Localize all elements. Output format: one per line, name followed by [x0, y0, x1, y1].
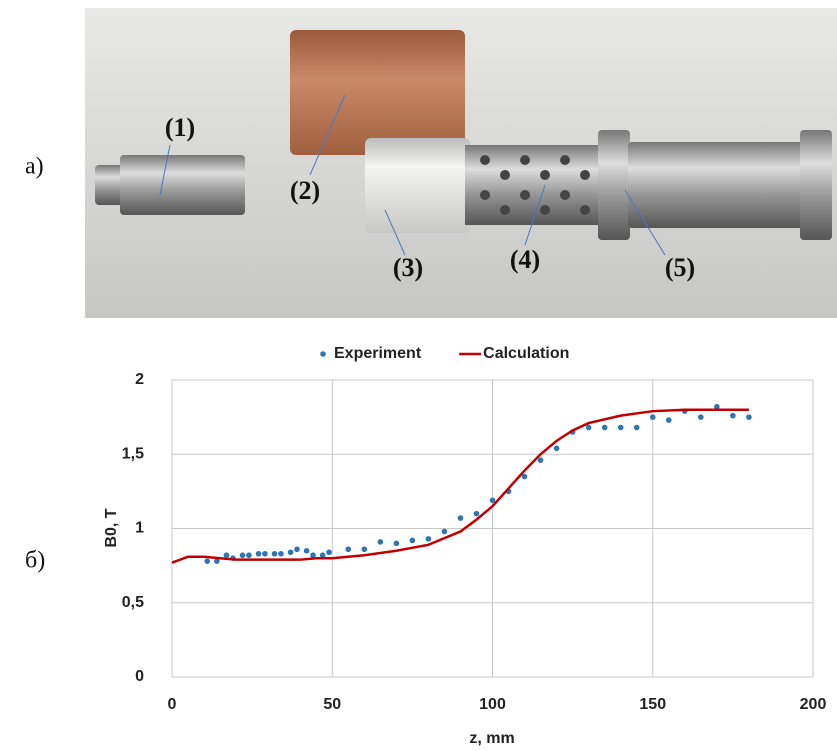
data-point	[489, 497, 496, 504]
photo	[85, 8, 837, 318]
data-point	[214, 558, 220, 564]
part-label: (4)	[510, 245, 540, 274]
panel-label: а)	[25, 154, 44, 180]
data-point	[633, 424, 640, 431]
data-point	[473, 510, 480, 517]
data-point	[714, 403, 720, 410]
data-point	[278, 550, 284, 557]
data-point	[409, 537, 416, 544]
data-point	[521, 473, 528, 480]
series-line	[171, 408, 749, 564]
legend-swatch	[320, 351, 326, 357]
data-point	[204, 558, 211, 564]
data-point	[665, 417, 672, 423]
data-point	[303, 547, 310, 554]
data-point	[537, 457, 544, 463]
data-point	[287, 549, 294, 556]
x-tick-label: 200	[800, 696, 827, 713]
y-tick-label: 2	[135, 371, 144, 388]
y-tick-label: 1,5	[122, 445, 144, 462]
x-tick-label: 50	[323, 696, 341, 713]
data-point	[262, 550, 268, 557]
data-point	[377, 539, 384, 545]
data-point	[425, 536, 432, 542]
data-point	[585, 424, 592, 431]
data-point	[310, 552, 316, 559]
data-point	[457, 515, 464, 521]
part-label: (3)	[393, 253, 423, 282]
x-axis-title: z, mm	[469, 730, 514, 747]
data-point	[617, 424, 624, 431]
data-point	[393, 540, 400, 547]
y-tick-label: 0	[135, 668, 144, 685]
data-point	[246, 552, 252, 559]
x-tick-label: 0	[168, 696, 177, 713]
legend-label: Experiment	[334, 345, 422, 362]
y-axis-title: B0, T	[103, 508, 120, 547]
data-point	[601, 424, 608, 431]
data-point	[649, 414, 656, 420]
data-point	[319, 552, 326, 559]
panel-label: б)	[25, 548, 45, 574]
data-point	[441, 528, 448, 535]
y-tick-label: 0,5	[122, 594, 144, 611]
data-point	[730, 412, 736, 419]
part-label: (5)	[665, 253, 695, 282]
part-label: (2)	[290, 176, 320, 205]
y-tick-label: 1	[135, 520, 144, 537]
legend-label: Calculation	[483, 345, 569, 362]
data-point	[255, 550, 262, 557]
part-label: (1)	[165, 113, 195, 142]
data-point	[294, 546, 300, 553]
data-point	[271, 550, 278, 557]
data-point	[361, 546, 368, 553]
data-point	[326, 549, 332, 556]
data-point	[698, 414, 704, 420]
data-point	[345, 546, 352, 553]
data-point	[553, 445, 560, 452]
data-point	[223, 552, 230, 559]
x-tick-label: 150	[639, 696, 666, 713]
x-tick-label: 100	[479, 696, 506, 713]
data-point	[239, 552, 246, 559]
data-point	[746, 414, 752, 420]
